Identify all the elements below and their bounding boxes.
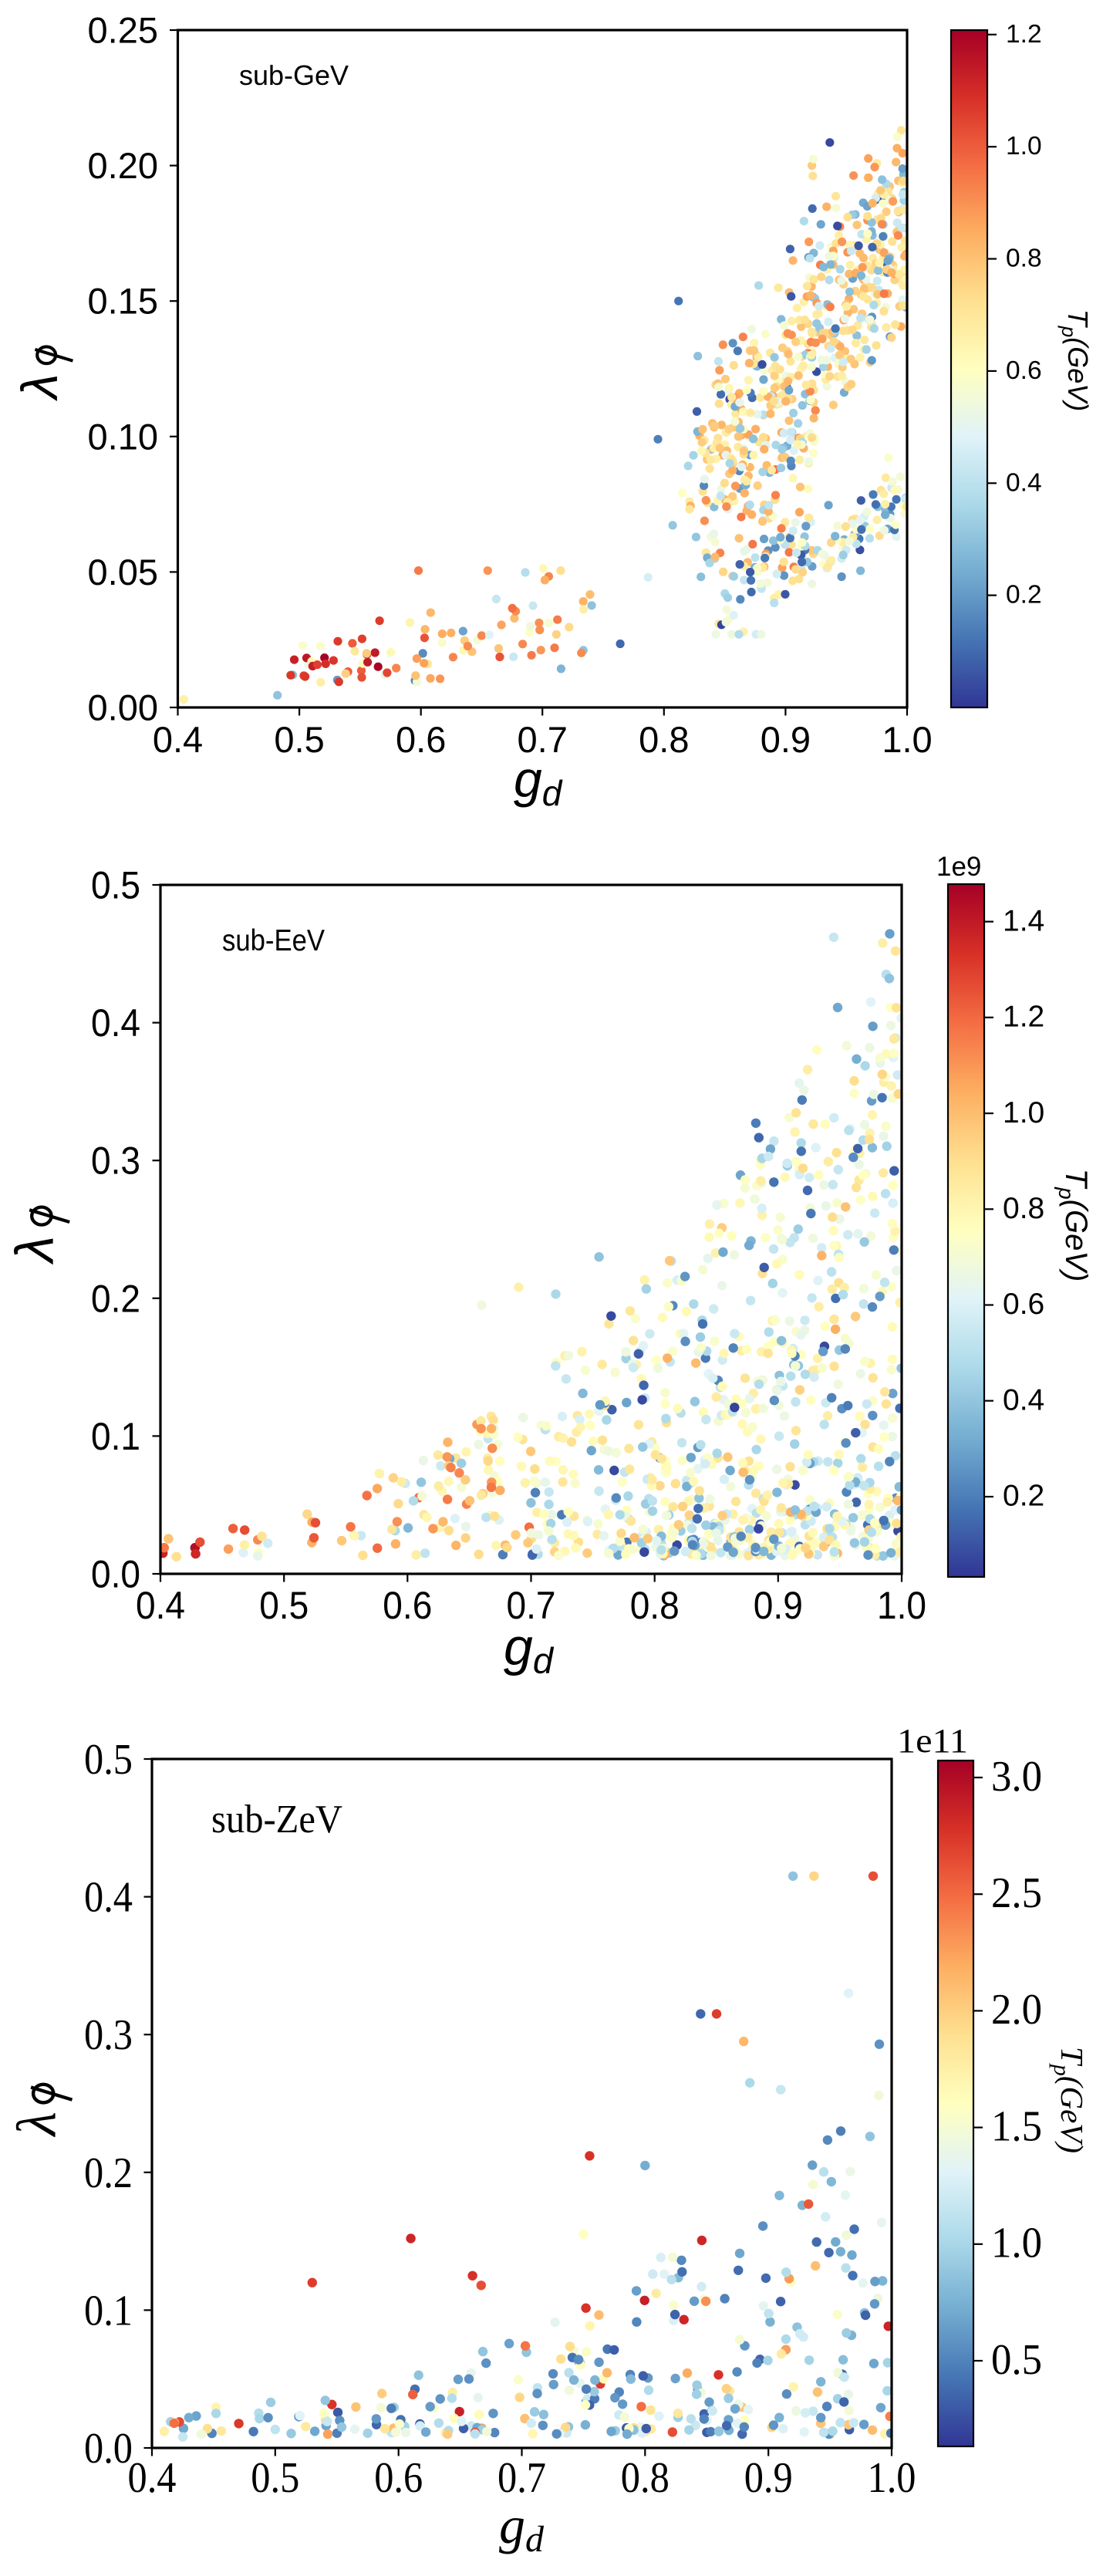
svg-text:0.4: 0.4 — [136, 1584, 185, 1627]
svg-text:0.0: 0.0 — [91, 1553, 140, 1596]
svg-text:Tp(GeV): Tp(GeV) — [1049, 2047, 1090, 2153]
svg-text:2.5: 2.5 — [991, 1869, 1042, 1917]
svg-text:1.0: 1.0 — [868, 2454, 916, 2502]
svg-text:sub-EeV: sub-EeV — [222, 924, 325, 957]
svg-text:0.05: 0.05 — [88, 552, 158, 593]
svg-text:0.2: 0.2 — [84, 2149, 133, 2197]
svg-text:0.9: 0.9 — [754, 1584, 803, 1627]
svg-text:0.5: 0.5 — [84, 1736, 133, 1784]
svg-text:0.6: 0.6 — [1006, 356, 1042, 385]
svg-text:0.8: 0.8 — [1006, 245, 1042, 273]
svg-text:λ: λ — [5, 2112, 67, 2137]
svg-text:1.2: 1.2 — [1003, 1001, 1044, 1034]
svg-text:0.3: 0.3 — [84, 2011, 133, 2059]
svg-text:0.6: 0.6 — [396, 719, 446, 760]
svg-text:λ: λ — [5, 1236, 65, 1265]
svg-text:0.5: 0.5 — [274, 719, 324, 760]
svg-text:0.6: 0.6 — [383, 1584, 432, 1627]
svg-text:1.0: 1.0 — [882, 719, 932, 760]
svg-text:0.7: 0.7 — [507, 1584, 556, 1627]
svg-text:0.4: 0.4 — [128, 2454, 177, 2502]
svg-text:3.0: 3.0 — [991, 1753, 1042, 1801]
svg-text:1.0: 1.0 — [1006, 132, 1042, 160]
svg-text:0.6: 0.6 — [374, 2454, 423, 2502]
svg-text:0.5: 0.5 — [251, 2454, 299, 2502]
svg-text:0.2: 0.2 — [91, 1277, 140, 1320]
svg-text:1.0: 1.0 — [991, 2220, 1042, 2267]
svg-text:0.8: 0.8 — [1003, 1192, 1044, 1225]
svg-text:0.10: 0.10 — [88, 416, 158, 457]
svg-text:0.4: 0.4 — [91, 1001, 140, 1045]
svg-text:0.7: 0.7 — [498, 2454, 546, 2502]
svg-text:0.00: 0.00 — [88, 687, 158, 728]
svg-text:0.3: 0.3 — [91, 1139, 140, 1183]
svg-text:1.0: 1.0 — [1003, 1096, 1044, 1129]
svg-text:0.2: 0.2 — [1003, 1480, 1044, 1513]
svg-text:0.7: 0.7 — [518, 719, 568, 760]
svg-text:0.5: 0.5 — [91, 864, 140, 907]
svg-text:0.1: 0.1 — [91, 1415, 140, 1458]
svg-text:0.20: 0.20 — [88, 145, 158, 186]
svg-text:0.8: 0.8 — [630, 1584, 680, 1627]
svg-text:0.4: 0.4 — [1003, 1383, 1044, 1416]
svg-text:0.8: 0.8 — [639, 719, 689, 760]
svg-text:Tp(GeV): Tp(GeV) — [1057, 309, 1094, 411]
svg-text:λ: λ — [11, 374, 68, 401]
svg-text:0.9: 0.9 — [761, 719, 811, 760]
svg-text:1.0: 1.0 — [877, 1584, 926, 1627]
svg-text:0.1: 0.1 — [84, 2287, 133, 2335]
svg-text:1.4: 1.4 — [1003, 904, 1044, 937]
svg-text:0.5: 0.5 — [991, 2336, 1042, 2384]
svg-text:0.8: 0.8 — [621, 2454, 670, 2502]
svg-text:sub-ZeV: sub-ZeV — [211, 1798, 342, 1842]
svg-text:0.15: 0.15 — [88, 281, 158, 322]
svg-text:0.25: 0.25 — [88, 10, 158, 51]
svg-text:1e11: 1e11 — [897, 1722, 968, 1760]
svg-text:gd: gd — [499, 2496, 545, 2560]
svg-text:0.4: 0.4 — [84, 1874, 133, 1922]
svg-text:0.4: 0.4 — [1006, 468, 1042, 497]
svg-text:Tp(GeV): Tp(GeV) — [1054, 1169, 1093, 1282]
svg-text:1.2: 1.2 — [1006, 20, 1042, 49]
svg-text:0.2: 0.2 — [1006, 581, 1042, 609]
svg-text:0.0: 0.0 — [84, 2425, 133, 2473]
svg-text:sub-GeV: sub-GeV — [239, 59, 349, 91]
svg-text:1e9: 1e9 — [936, 852, 981, 882]
svg-text:0.5: 0.5 — [259, 1584, 309, 1627]
svg-text:0.9: 0.9 — [744, 2454, 793, 2502]
svg-text:1.5: 1.5 — [991, 2102, 1042, 2150]
svg-text:0.4: 0.4 — [153, 719, 203, 760]
svg-text:0.6: 0.6 — [1003, 1288, 1044, 1321]
svg-text:2.0: 2.0 — [991, 1986, 1042, 2034]
